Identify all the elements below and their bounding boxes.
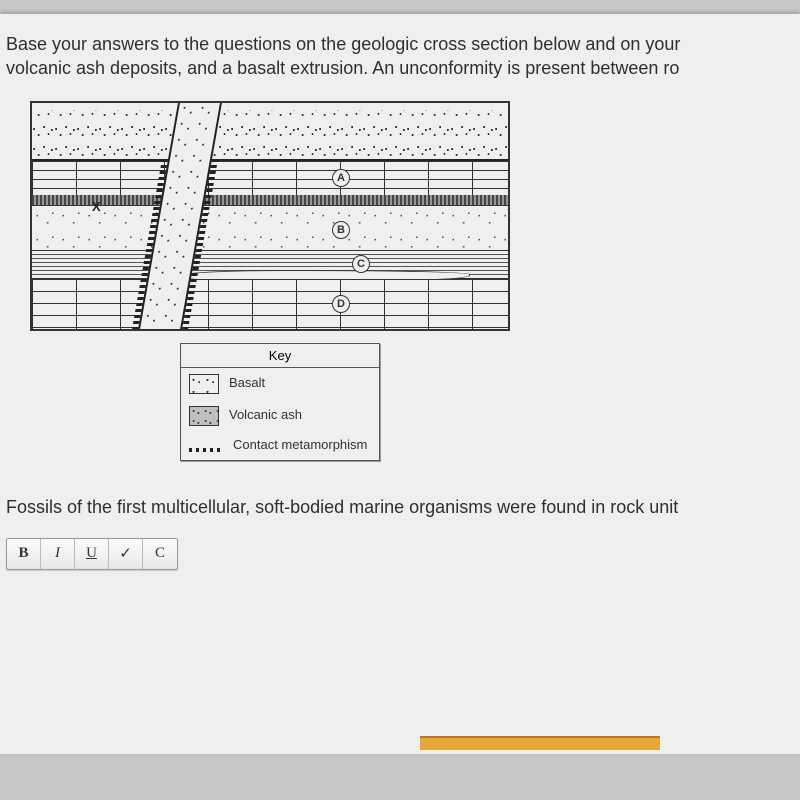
key-row-basalt: Basalt bbox=[181, 368, 379, 400]
legend-key: Key Basalt Volcanic ash Contact metamorp… bbox=[180, 343, 380, 461]
layer-shale bbox=[32, 251, 508, 279]
marker-b: B bbox=[332, 221, 350, 239]
bold-button[interactable]: B bbox=[7, 539, 41, 569]
geologic-cross-section: X A B C D bbox=[30, 101, 510, 331]
layer-ash-band bbox=[32, 195, 508, 205]
intro-line-1: Base your answers to the questions on th… bbox=[6, 34, 680, 54]
diagram-container: X A B C D Key Basalt Volcanic ash Contac… bbox=[30, 101, 794, 461]
check-button[interactable]: ✓ bbox=[109, 539, 143, 569]
worksheet-page: Base your answers to the questions on th… bbox=[0, 14, 800, 754]
key-label-ash: Volcanic ash bbox=[229, 408, 302, 423]
italic-button[interactable]: I bbox=[41, 539, 75, 569]
layer-sandstone bbox=[32, 205, 508, 251]
key-row-ash: Volcanic ash bbox=[181, 400, 379, 432]
editor-toolbar: B I U ✓ C bbox=[6, 538, 178, 570]
layer-limestone-upper bbox=[32, 161, 508, 195]
swatch-ash-icon bbox=[189, 406, 219, 426]
underline-button[interactable]: U bbox=[75, 539, 109, 569]
key-label-metamorphism: Contact metamorphism bbox=[233, 438, 367, 453]
layer-limestone-lower bbox=[32, 279, 508, 331]
marker-a: A bbox=[332, 169, 350, 187]
question-text: Fossils of the first multicellular, soft… bbox=[6, 497, 794, 518]
key-row-metamorphism: Contact metamorphism bbox=[181, 432, 379, 460]
marker-d: D bbox=[332, 295, 350, 313]
intro-line-2: volcanic ash deposits, and a basalt extr… bbox=[6, 58, 679, 78]
swatch-basalt-icon bbox=[189, 374, 219, 394]
layer-basalt-extrusion bbox=[32, 103, 508, 161]
key-title: Key bbox=[181, 344, 379, 368]
marker-x: X bbox=[92, 199, 101, 214]
intro-text: Base your answers to the questions on th… bbox=[6, 32, 794, 81]
bottom-accent-bar bbox=[420, 736, 660, 750]
swatch-metamorphism-icon bbox=[189, 438, 223, 454]
c-button[interactable]: C bbox=[143, 539, 177, 569]
marker-c: C bbox=[352, 255, 370, 273]
key-label-basalt: Basalt bbox=[229, 376, 265, 391]
